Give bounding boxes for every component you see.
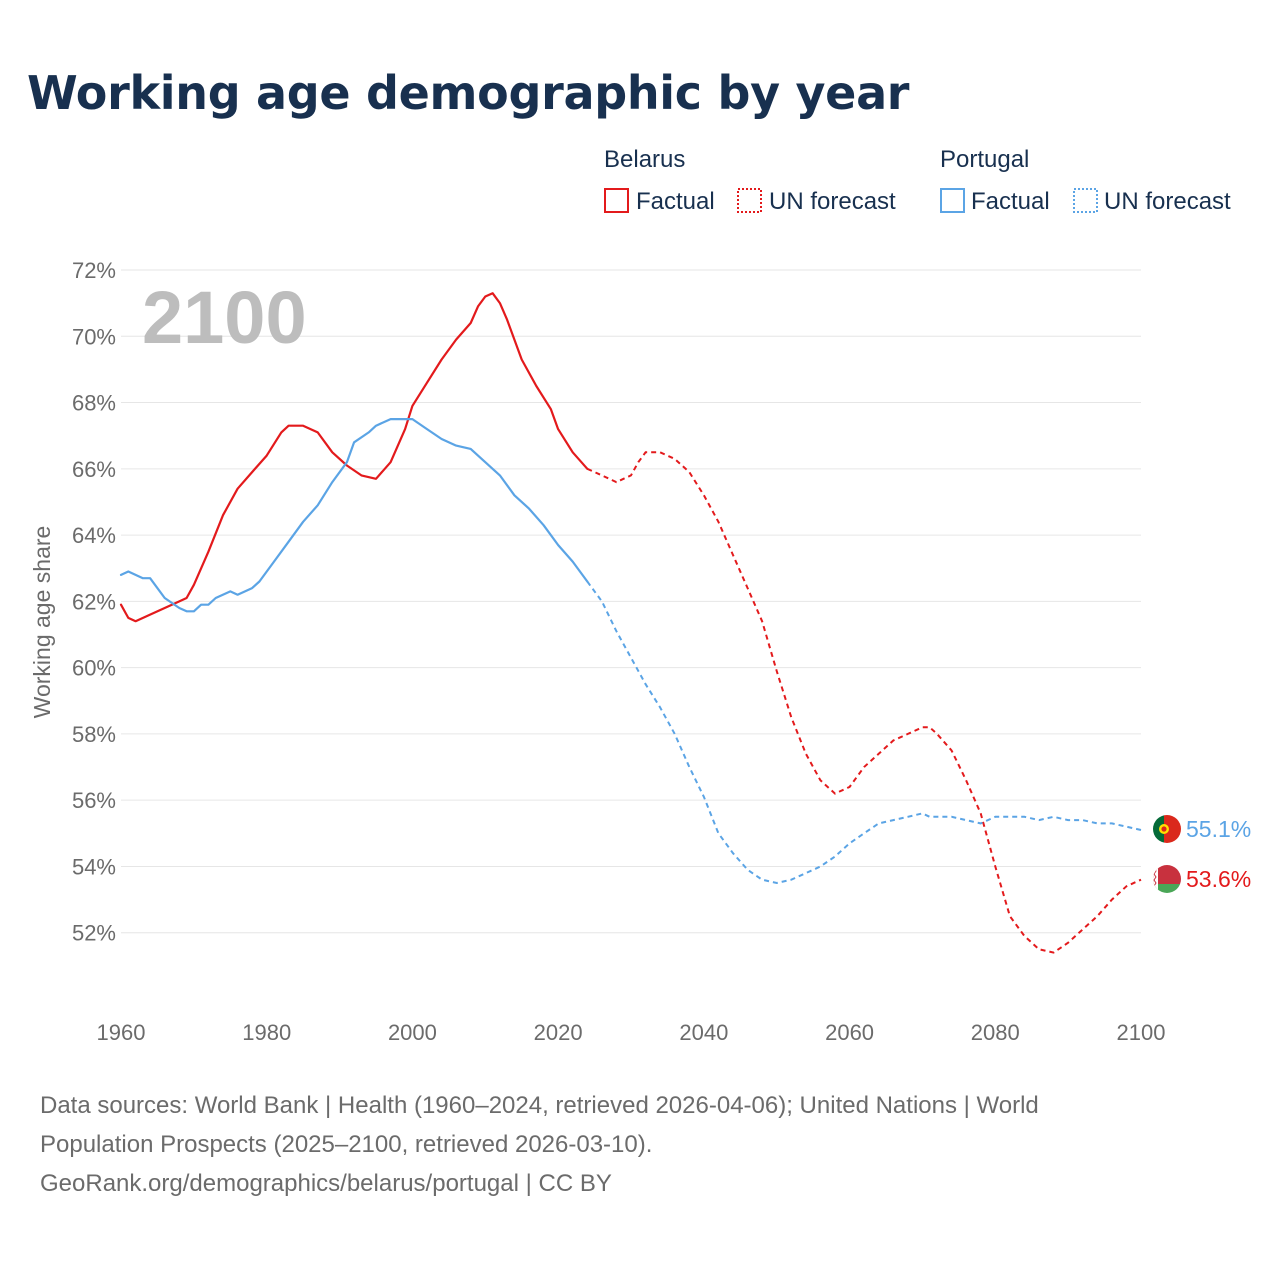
portugal-forecast-line: [586, 580, 1142, 885]
legend: Belarus Factual UN forecast Portugal Fac…: [604, 146, 1231, 215]
legend-belarus-forecast-label: UN forecast: [769, 188, 896, 215]
portugal-end-value: 55.1%: [1186, 816, 1251, 842]
y-tick-label: 60%: [72, 656, 116, 681]
x-axis-ticks: 1960 1980 2000 2020 2040 2060 2080 2100: [97, 1020, 1166, 1045]
belarus-end-value: 53.6%: [1186, 866, 1251, 892]
x-tick-label: 1980: [242, 1020, 291, 1045]
sources-line-3: GeoRank.org/demographics/belarus/portuga…: [40, 1170, 612, 1197]
x-tick-label: 2000: [388, 1020, 437, 1045]
legend-belarus-title: Belarus: [604, 146, 685, 173]
year-label: 2100: [142, 276, 307, 359]
legend-portugal-title: Portugal: [940, 146, 1029, 173]
legend-portugal-forecast-swatch: [1073, 188, 1098, 213]
belarus-flag-icon: [1153, 865, 1181, 893]
y-tick-label: 54%: [72, 854, 116, 879]
x-tick-label: 2040: [679, 1020, 728, 1045]
y-tick-label: 56%: [72, 788, 116, 813]
data-sources: Data sources: World Bank | Health (1960–…: [40, 1086, 1220, 1203]
belarus-forecast-line: [586, 451, 1142, 954]
series-layer: [119, 292, 1142, 954]
chart-plot: Belarus Factual UN forecast Portugal Fac…: [29, 146, 1251, 1045]
y-tick-label: 62%: [72, 589, 116, 614]
sources-line-2: Population Prospects (2025–2100, retriev…: [40, 1131, 653, 1158]
gridlines: [121, 269, 1141, 934]
legend-belarus-factual-label: Factual: [636, 188, 715, 215]
y-tick-label: 58%: [72, 722, 116, 747]
x-tick-label: 2100: [1117, 1020, 1166, 1045]
y-tick-label: 72%: [72, 258, 116, 283]
x-tick-label: 2020: [534, 1020, 583, 1045]
portugal-factual-line: [119, 418, 589, 613]
portugal-flag-icon: [1153, 815, 1181, 843]
y-tick-label: 52%: [72, 921, 116, 946]
x-tick-label: 1960: [97, 1020, 146, 1045]
chart-title: Working age demographic by year: [27, 66, 910, 120]
y-axis-title: Working age share: [29, 526, 55, 719]
y-axis-ticks: 52% 54% 56% 58% 60% 62% 64% 66% 68% 70% 72%: [72, 258, 116, 946]
legend-portugal-forecast-label: UN forecast: [1104, 188, 1231, 215]
y-tick-label: 64%: [72, 523, 116, 548]
y-tick-label: 68%: [72, 391, 116, 416]
legend-portugal-factual-swatch: [940, 188, 965, 213]
y-tick-label: 70%: [72, 324, 116, 349]
legend-belarus-forecast-swatch: [737, 188, 762, 213]
legend-portugal-factual-label: Factual: [971, 188, 1050, 215]
x-tick-label: 2080: [971, 1020, 1020, 1045]
sources-line-1: Data sources: World Bank | Health (1960–…: [40, 1092, 1039, 1119]
y-tick-label: 66%: [72, 457, 116, 482]
x-tick-label: 2060: [825, 1020, 874, 1045]
legend-belarus-factual-swatch: [604, 188, 629, 213]
belarus-factual-line: [119, 292, 589, 623]
